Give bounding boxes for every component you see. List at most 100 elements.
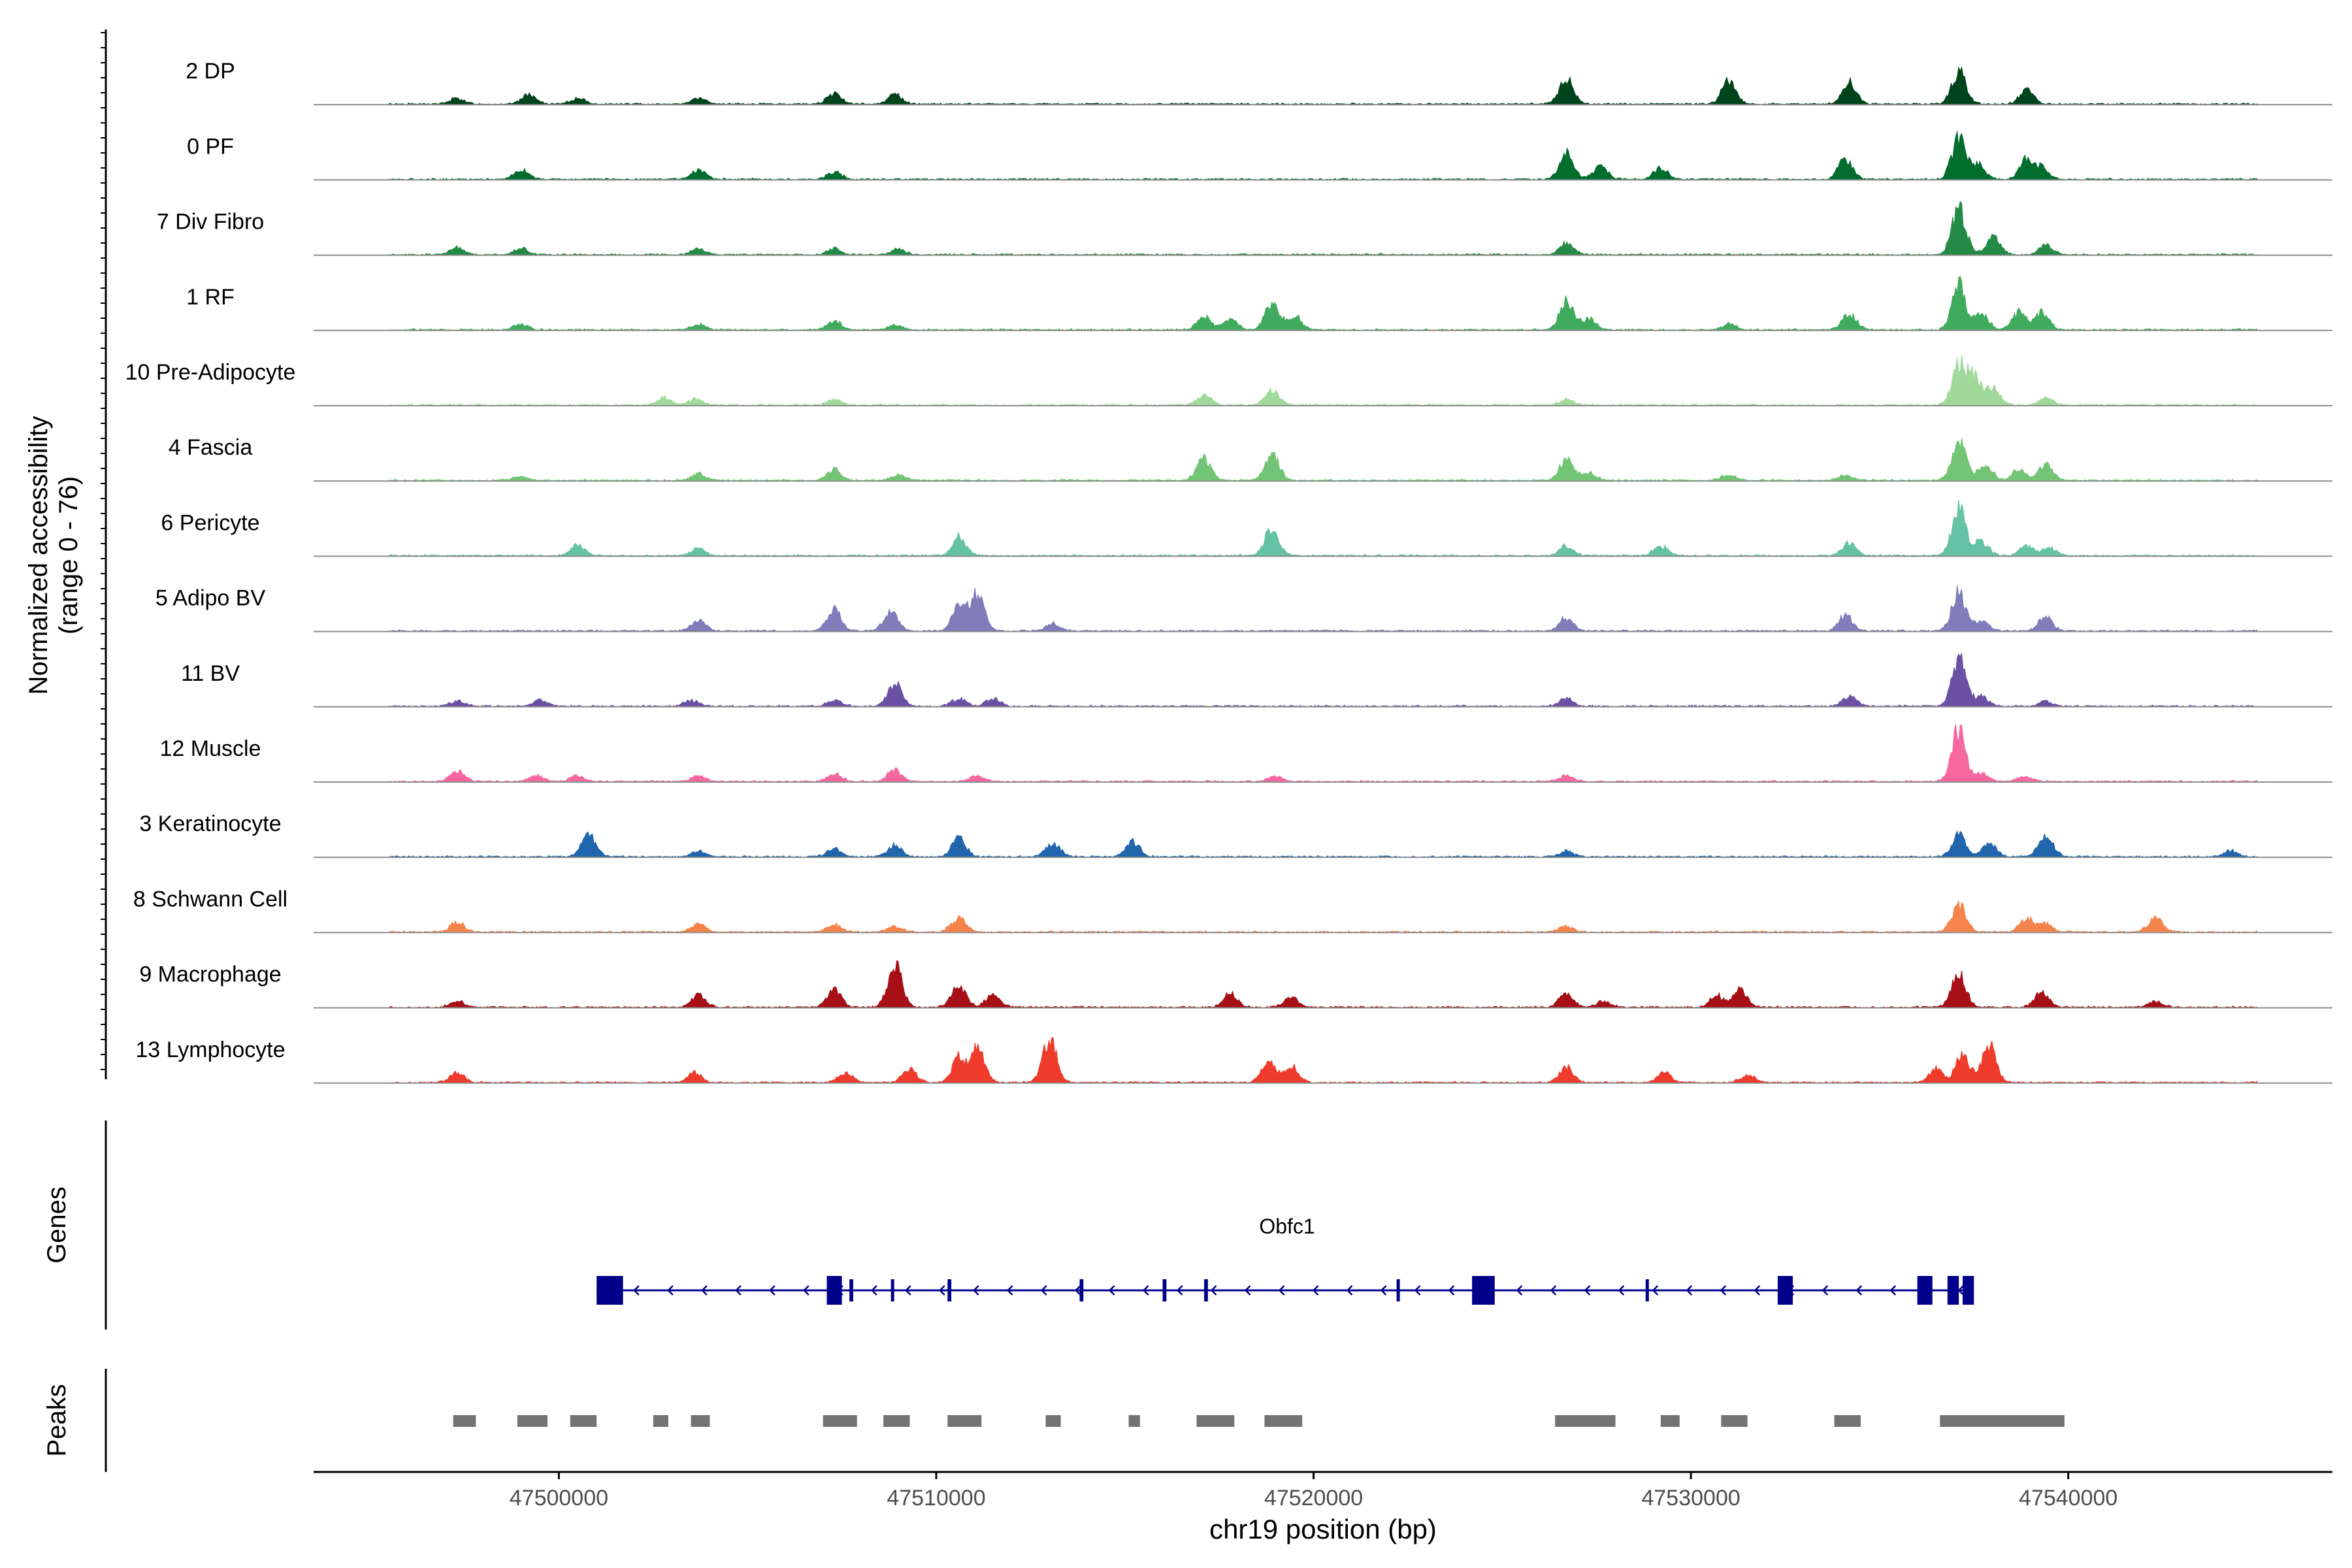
track-14: 13 Lymphocyte <box>135 1037 2332 1084</box>
strand-arrow <box>1176 1285 1183 1296</box>
track-coverage-area <box>389 201 2257 256</box>
peak-region <box>691 1415 710 1427</box>
peak-region <box>1555 1415 1616 1427</box>
strand-arrow <box>1516 1285 1523 1296</box>
track-label: 7 Div Fibro <box>157 210 264 235</box>
gene-name-label: Obfc1 <box>1259 1215 1315 1238</box>
peak-region <box>1045 1415 1061 1427</box>
strand-arrow <box>1618 1285 1625 1296</box>
strand-arrow <box>1278 1285 1285 1296</box>
x-tick-label: 47500000 <box>510 1486 608 1511</box>
track-label: 3 Keratinocyte <box>139 811 281 836</box>
strand-arrow <box>1040 1285 1047 1296</box>
track-7: 6 Pericyte <box>161 500 2332 557</box>
x-tick-label: 47540000 <box>2019 1486 2117 1511</box>
track-label: 10 Pre-Adipocyte <box>125 360 296 385</box>
peak-region <box>653 1415 668 1427</box>
y-axis-subtitle: (range 0 - 76) <box>54 476 83 634</box>
strand-arrow <box>972 1285 979 1296</box>
peak-region <box>947 1415 982 1427</box>
track-coverage-area <box>389 724 2257 783</box>
track-coverage-area <box>389 585 2257 632</box>
x-tick-label: 47530000 <box>1641 1486 1740 1511</box>
track-label: 0 PF <box>187 134 234 159</box>
track-coverage-area <box>389 1037 2257 1084</box>
track-11: 3 Keratinocyte <box>139 811 2332 858</box>
track-label: 4 Fascia <box>169 435 253 460</box>
coverage-y-ticks <box>101 32 106 1070</box>
track-label: 12 Muscle <box>160 736 261 761</box>
track-12: 8 Schwann Cell <box>133 887 2332 934</box>
strand-arrow <box>871 1285 877 1296</box>
track-label: 13 Lymphocyte <box>135 1037 285 1062</box>
track-coverage-area <box>389 500 2257 557</box>
gene-exon <box>1396 1279 1400 1301</box>
strand-arrow <box>701 1285 708 1296</box>
strand-arrow <box>1889 1285 1897 1296</box>
genes-panel: Genes Obfc1 <box>42 1120 1974 1330</box>
track-label: 1 RF <box>186 285 235 310</box>
strand-arrow <box>1754 1285 1761 1296</box>
strand-arrow <box>735 1285 742 1296</box>
track-coverage-area <box>389 355 2257 406</box>
track-6: 4 Fascia <box>169 435 2332 482</box>
peak-region <box>1940 1415 2065 1427</box>
strand-arrow <box>1821 1285 1829 1296</box>
gene-exon <box>890 1279 894 1301</box>
gene-exon <box>947 1279 952 1301</box>
track-3: 7 Div Fibro <box>157 201 2332 256</box>
strand-arrow <box>1584 1285 1591 1296</box>
gene-model <box>596 1276 1974 1305</box>
strand-arrow <box>1414 1285 1421 1296</box>
peak-region <box>1128 1415 1140 1427</box>
peak-region <box>823 1415 857 1427</box>
coverage-panel: 2 DP 0 PF 7 Div Fibro 1 RF 10 Pre-Adipocyte 4… <box>24 29 2332 1084</box>
peak-region <box>1660 1415 1680 1427</box>
track-coverage-area <box>389 900 2257 934</box>
coverage-tracks: 2 DP 0 PF 7 Div Fibro 1 RF 10 Pre-Adipocyte 4… <box>125 59 2332 1084</box>
strand-arrow <box>1108 1285 1115 1296</box>
peak-region <box>1834 1415 1861 1427</box>
x-axis-ticks: 47500000 47510000 47520000 47530000 47540000 <box>510 1472 2117 1511</box>
track-4: 1 RF <box>186 276 2332 331</box>
track-label: 9 Macrophage <box>139 962 281 987</box>
track-2: 0 PF <box>187 131 2332 181</box>
track-9: 11 BV <box>181 653 2332 708</box>
track-10: 12 Muscle <box>160 724 2332 783</box>
peaks-panel: Peaks <box>42 1369 2065 1472</box>
strand-arrow <box>1244 1285 1251 1296</box>
strand-arrow <box>1142 1285 1149 1296</box>
x-axis-title: chr19 position (bp) <box>1209 1514 1437 1544</box>
track-8: 5 Adipo BV <box>155 585 2332 632</box>
x-axis: 47500000 47510000 47520000 47530000 47540000… <box>314 1471 2332 1544</box>
strand-arrow <box>939 1285 945 1296</box>
strand-arrow <box>1448 1285 1455 1296</box>
gene-exon <box>1645 1279 1649 1301</box>
strand-arrow <box>1074 1285 1081 1296</box>
track-coverage-area <box>389 66 2257 105</box>
track-label: 8 Schwann Cell <box>133 887 287 911</box>
peak-region <box>517 1415 548 1427</box>
peak-region <box>1196 1415 1235 1427</box>
strand-arrow <box>1652 1285 1659 1296</box>
strand-arrow <box>1720 1285 1727 1296</box>
strand-arrow <box>1346 1285 1353 1296</box>
track-5: 10 Pre-Adipocyte <box>125 355 2332 406</box>
gene-exon <box>1917 1276 1933 1305</box>
genes-panel-label: Genes <box>42 1186 71 1264</box>
peak-region <box>883 1415 910 1427</box>
peak-regions <box>453 1415 2065 1427</box>
strand-arrow <box>1006 1285 1013 1296</box>
track-label: 5 Adipo BV <box>155 586 266 611</box>
gene-exon <box>1472 1276 1495 1305</box>
y-axis-title: Normalized accessibility <box>24 416 53 695</box>
strand-arrow <box>769 1285 776 1296</box>
track-label: 6 Pericyte <box>161 510 259 535</box>
gene-exon <box>826 1276 842 1305</box>
strand-arrow <box>1855 1285 1863 1296</box>
strand-arrow <box>1550 1285 1557 1296</box>
track-label: 11 BV <box>181 661 240 686</box>
strand-arrow <box>633 1285 640 1296</box>
x-tick-label: 47510000 <box>887 1486 985 1511</box>
